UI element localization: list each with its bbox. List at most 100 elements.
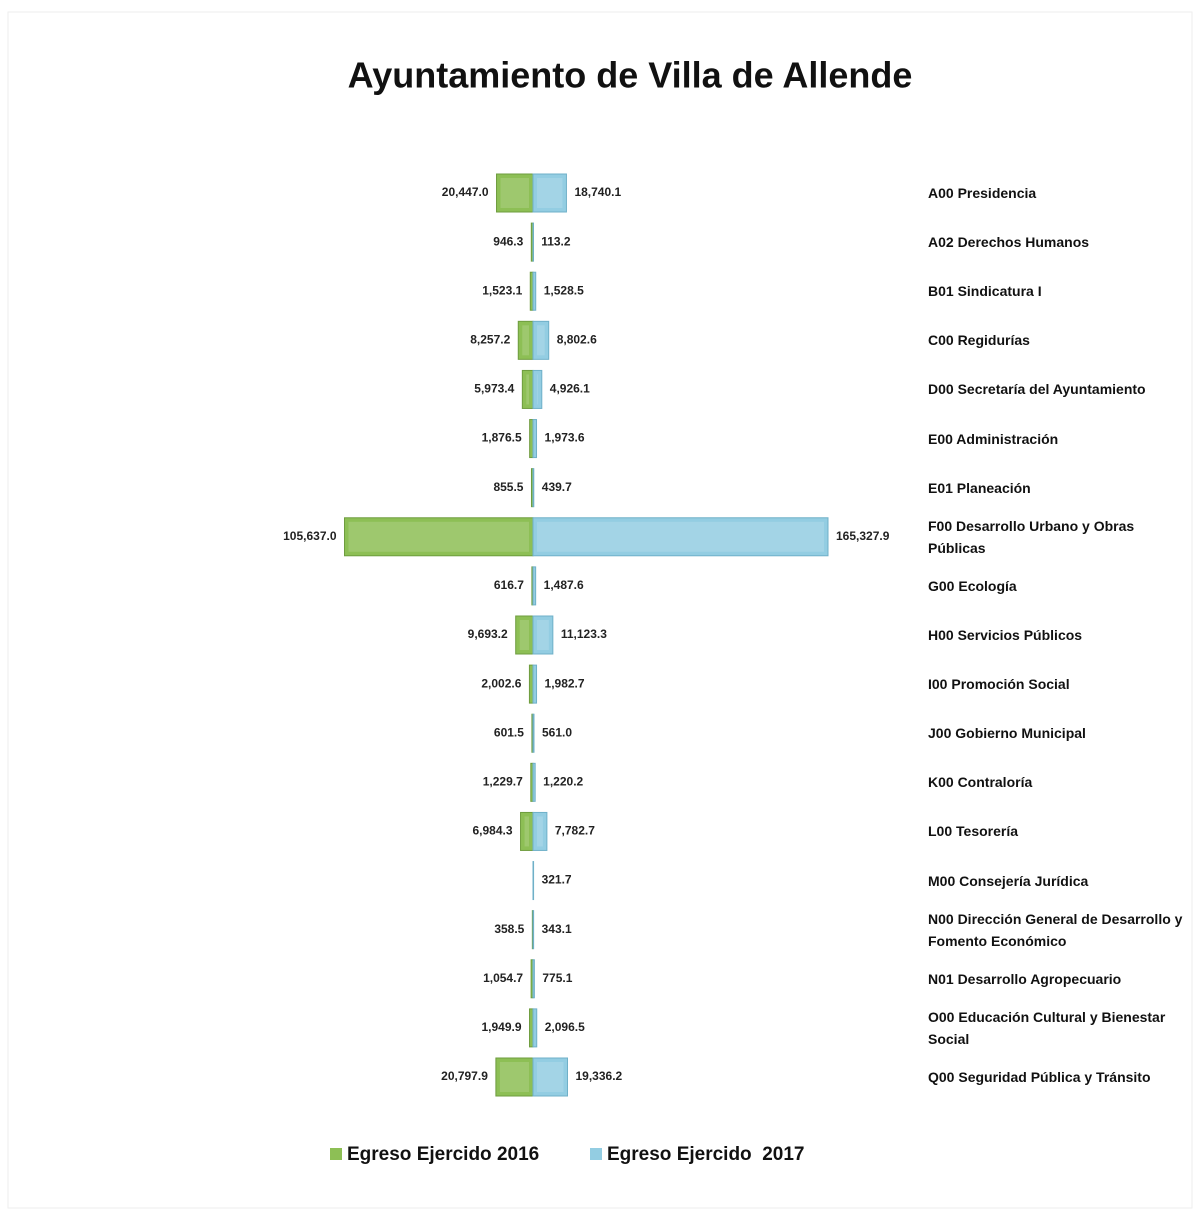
category-label: B01 Sindicatura I (928, 283, 1042, 300)
category-label: E00 Administración (928, 430, 1059, 447)
bar (532, 419, 538, 459)
bar-bevel (537, 1062, 564, 1092)
value-label: 8,802.6 (557, 333, 597, 347)
value-label: 358.5 (494, 922, 524, 936)
bar (532, 320, 550, 360)
bar (495, 1057, 534, 1097)
value-label: 1,523.1 (482, 283, 522, 297)
bar (532, 1008, 538, 1048)
value-label: 321.7 (542, 873, 572, 887)
value-label: 18,740.1 (574, 185, 621, 199)
value-label: 20,447.0 (442, 185, 489, 199)
value-label: 1,876.5 (482, 431, 522, 445)
category-label: J00 Gobierno Municipal (928, 725, 1086, 742)
value-label: 165,327.9 (836, 529, 890, 543)
bar (532, 222, 534, 262)
bar-bevel (348, 521, 529, 552)
value-label: 113.2 (541, 234, 571, 248)
bar-bevel (522, 325, 529, 356)
chart-title: Ayuntamiento de Villa de Allende (348, 55, 913, 96)
bar (532, 713, 535, 753)
value-label: 19,336.2 (576, 1069, 623, 1083)
value-label: 561.0 (542, 725, 572, 739)
value-label: 1,054.7 (483, 971, 523, 985)
value-label: 1,973.6 (545, 431, 585, 445)
bar-bevel (526, 374, 529, 405)
bar (532, 762, 536, 802)
bar-bevel (537, 816, 543, 847)
category-label: O00 Educación Cultural y Bienestar Socia… (928, 1008, 1166, 1047)
value-label: 9,693.2 (468, 627, 508, 641)
bar-bevel (537, 521, 824, 552)
bar-bevel (499, 1062, 529, 1092)
category-label: E01 Planeación (928, 479, 1031, 496)
category-label: L00 Tesorería (928, 823, 1019, 840)
bar-bevel (537, 620, 549, 650)
bar (532, 811, 548, 851)
value-label: 2,096.5 (545, 1020, 585, 1034)
category-label: D00 Secretaría del Ayuntamiento (928, 381, 1146, 398)
category-label: K00 Contraloría (928, 774, 1033, 791)
bar (496, 173, 534, 213)
value-label: 1,487.6 (544, 578, 584, 592)
value-label: 6,984.3 (472, 824, 512, 838)
value-label: 1,229.7 (483, 775, 523, 789)
bar-bevel (537, 374, 538, 405)
value-label: 1,220.2 (543, 775, 583, 789)
bar (344, 517, 534, 557)
category-label: M00 Consejería Jurídica (928, 872, 1089, 889)
category-label: A02 Derechos Humanos (928, 234, 1090, 251)
value-label: 775.1 (542, 971, 572, 985)
category-label: N01 Desarrollo Agropecuario (928, 970, 1122, 987)
value-label: 343.1 (542, 922, 572, 936)
category-label: I00 Promoción Social (928, 676, 1070, 693)
bar (532, 468, 535, 508)
bar (532, 173, 567, 213)
value-label: 11,123.3 (561, 627, 607, 641)
bar (532, 664, 538, 704)
bar (529, 419, 534, 459)
legend-label: Egreso Ejercido 2017 (607, 1144, 805, 1165)
bar-bevel (537, 178, 563, 208)
value-label: 8,257.2 (470, 333, 510, 347)
legend-label: Egreso Ejercido 2016 (347, 1144, 539, 1165)
bar-bevel (537, 325, 545, 356)
bar (532, 861, 535, 901)
value-label: 105,637.0 (283, 529, 337, 543)
frame (7, 11, 1193, 1209)
category-label: G00 Ecología (928, 577, 1017, 594)
value-label: 1,528.5 (544, 283, 584, 297)
bar (532, 517, 829, 557)
legend-swatch (330, 1148, 342, 1160)
category-label: H00 Servicios Públicos (928, 627, 1083, 643)
bar-bevel (500, 178, 529, 208)
bar (532, 369, 543, 409)
value-label: 1,949.9 (481, 1020, 521, 1034)
value-label: 7,782.7 (555, 824, 595, 838)
bar-bevel (524, 816, 529, 847)
value-label: 20,797.9 (441, 1069, 488, 1083)
bar (532, 1057, 569, 1097)
category-label: Q00 Seguridad Pública y Tránsito (928, 1069, 1151, 1085)
bar (532, 910, 535, 950)
category-label: F00 Desarrollo Urbano y Obras Públicas (928, 517, 1135, 556)
category-label: A00 Presidencia (928, 185, 1037, 201)
bar-bevel (519, 620, 529, 650)
bar (528, 664, 534, 704)
bar (532, 615, 554, 655)
legend-swatch (590, 1148, 602, 1160)
value-label: 601.5 (494, 725, 524, 739)
value-label: 946.3 (493, 234, 523, 248)
category-label: N00 Dirección General de Desarrollo y Fo… (928, 910, 1183, 949)
value-label: 2,002.6 (481, 676, 521, 690)
bar (529, 1008, 534, 1048)
value-label: 4,926.1 (550, 382, 590, 396)
value-label: 5,973.4 (474, 382, 514, 396)
category-label: C00 Regidurías (928, 332, 1030, 349)
value-label: 1,982.7 (545, 676, 585, 690)
bar (532, 959, 535, 999)
value-label: 855.5 (493, 480, 523, 494)
value-label: 616.7 (494, 578, 524, 592)
